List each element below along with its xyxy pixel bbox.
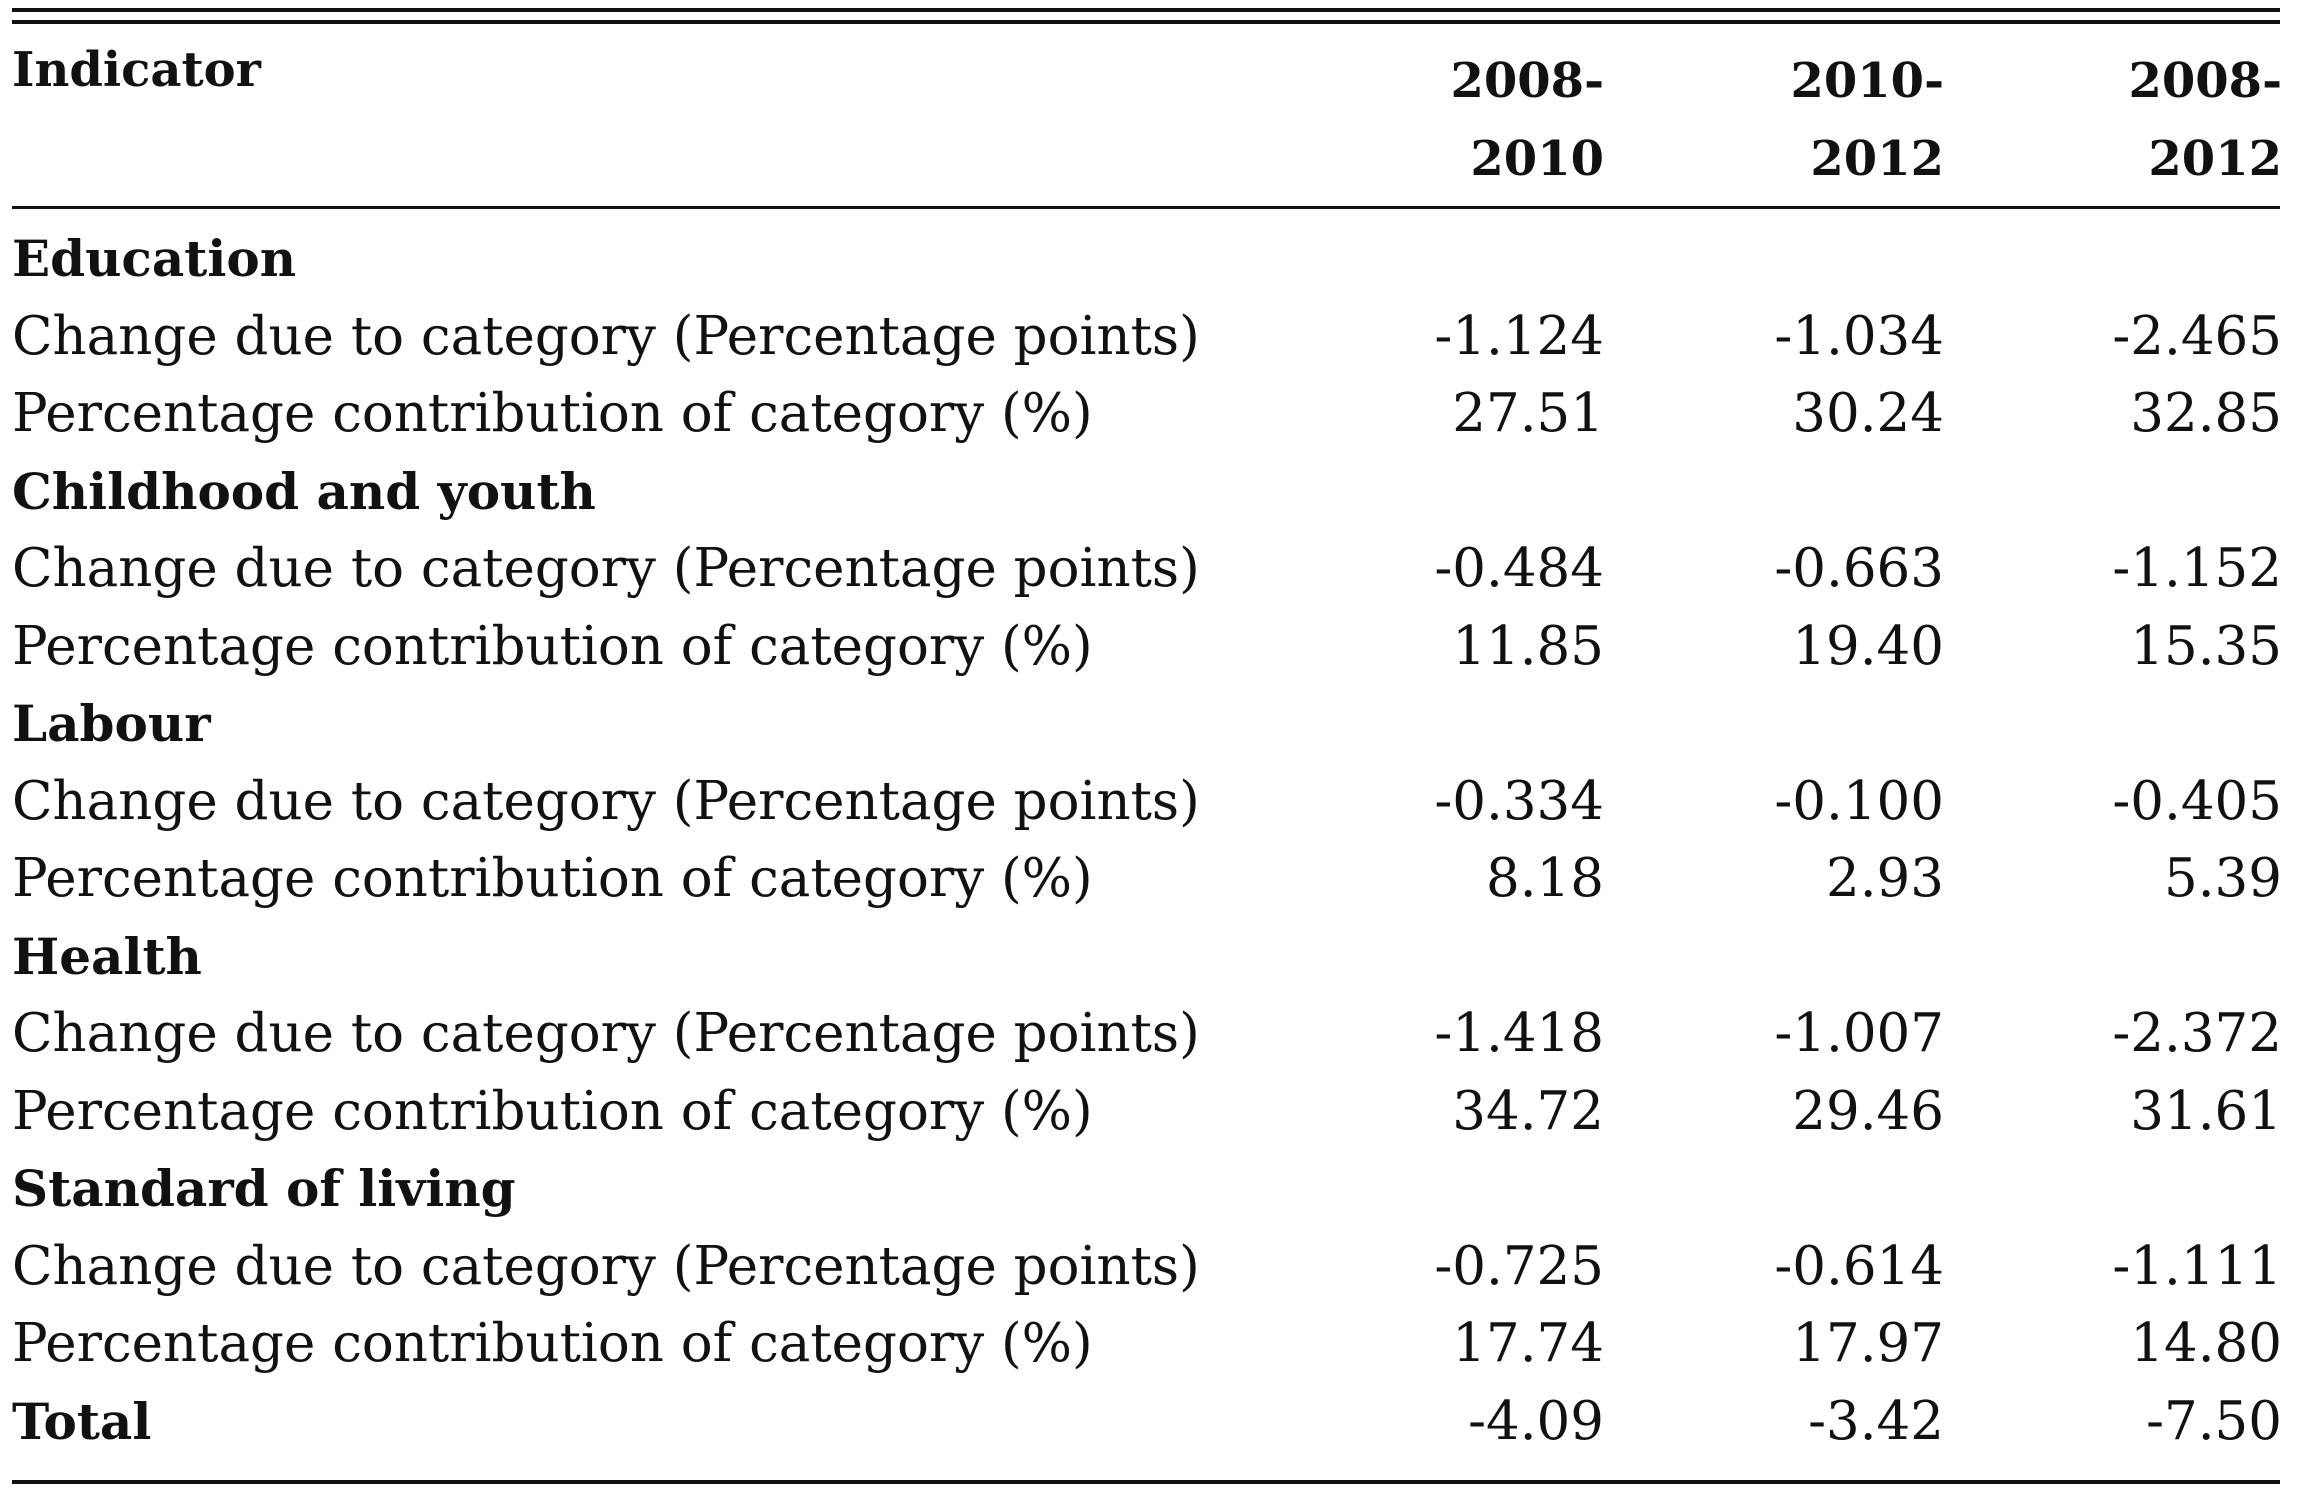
cell-value: 32.85 <box>2130 383 2282 444</box>
row-label: Change due to category (Percentage point… <box>12 1235 1200 1297</box>
top-rule-outer <box>12 8 2280 12</box>
header-col-2010-2012: 2010- 2012 <box>1644 42 1944 198</box>
cell-value: 17.74 <box>1452 1313 1604 1374</box>
table-row: Change due to category (Percentage point… <box>12 995 2282 1073</box>
row-label: Percentage contribution of category (%) <box>12 383 1093 444</box>
cell-value: -2.465 <box>2112 305 2282 367</box>
group-heading-label: Childhood and youth <box>12 461 596 521</box>
group-heading-label: Standard of living <box>12 1159 516 1218</box>
header-col-2008-2010: 2008- 2010 <box>1304 42 1604 198</box>
top-rule-inner <box>12 20 2280 24</box>
header-indicator: Indicator <box>12 42 261 98</box>
cell-value: -2.372 <box>2112 1003 2282 1064</box>
cell-value: -0.663 <box>1774 538 1944 599</box>
cell-value: -1.034 <box>1774 305 1944 367</box>
cell-value: 14.80 <box>2130 1313 2282 1374</box>
group-heading-education: Education <box>12 220 2280 298</box>
row-label: Percentage contribution of category (%) <box>12 848 1093 909</box>
cell-value: -0.725 <box>1434 1235 1604 1297</box>
cell-value: -1.152 <box>2112 538 2282 599</box>
bottom-rule <box>12 1480 2280 1484</box>
table-row: Change due to category (Percentage point… <box>12 1228 2282 1306</box>
group-heading-childhood-and-youth: Childhood and youth <box>12 453 2280 531</box>
cell-value: -0.614 <box>1774 1235 1944 1297</box>
cell-value: 15.35 <box>2130 615 2282 677</box>
header-col-line2: 2012 <box>2148 131 2282 187</box>
cell-value: -1.007 <box>1774 1003 1944 1064</box>
group-heading-label: Labour <box>12 694 211 753</box>
cell-value: 34.72 <box>1452 1080 1604 1142</box>
table-row: Change due to category (Percentage point… <box>12 763 2282 841</box>
header-col-line1: 2008- <box>1450 53 1604 109</box>
cell-value: 5.39 <box>2163 848 2282 909</box>
group-heading-label: Health <box>12 926 202 986</box>
header-col-2008-2012: 2008- 2012 <box>1982 42 2282 198</box>
table-row: Percentage contribution of category (%) … <box>12 375 2282 453</box>
group-heading-label: Education <box>12 229 297 288</box>
table-row: Change due to category (Percentage point… <box>12 530 2282 608</box>
cell-value: -1.418 <box>1434 1003 1604 1064</box>
table-row: Percentage contribution of category (%) … <box>12 608 2282 686</box>
row-label: Percentage contribution of category (%) <box>12 615 1093 677</box>
table-body: Education Change due to category (Percen… <box>12 220 2282 1461</box>
header-col-line2: 2012 <box>1810 131 1944 187</box>
row-label: Change due to category (Percentage point… <box>12 1003 1200 1064</box>
group-heading-labour: Labour <box>12 685 2280 763</box>
total-value: -3.42 <box>1808 1390 1944 1452</box>
total-label: Total <box>12 1391 152 1451</box>
table-header: Indicator 2008- 2010 2010- 2012 2008- 20… <box>12 40 2282 200</box>
row-label: Percentage contribution of category (%) <box>12 1080 1093 1142</box>
group-heading-standard-of-living: Standard of living <box>12 1150 2280 1228</box>
header-col-line1: 2010- <box>1790 53 1944 109</box>
header-rule <box>12 206 2280 209</box>
cell-value: -1.124 <box>1434 305 1604 367</box>
cell-value: -0.334 <box>1434 770 1604 832</box>
cell-value: -0.405 <box>2112 770 2282 832</box>
table-row: Percentage contribution of category (%) … <box>12 840 2282 918</box>
cell-value: -0.484 <box>1434 538 1604 599</box>
cell-value: 29.46 <box>1792 1080 1944 1142</box>
cell-value: -1.111 <box>2112 1235 2282 1297</box>
cell-value: 11.85 <box>1452 615 1604 677</box>
cell-value: 31.61 <box>2130 1080 2282 1142</box>
table-row: Change due to category (Percentage point… <box>12 298 2282 376</box>
total-value: -4.09 <box>1468 1390 1604 1452</box>
cell-value: 27.51 <box>1452 383 1604 444</box>
cell-value: 2.93 <box>1825 848 1944 909</box>
total-value: -7.50 <box>2146 1390 2282 1452</box>
header-col-line1: 2008- <box>2128 53 2282 109</box>
group-heading-health: Health <box>12 918 2280 996</box>
row-label: Change due to category (Percentage point… <box>12 770 1200 832</box>
cell-value: 30.24 <box>1792 383 1944 444</box>
header-col-line2: 2010 <box>1470 131 1604 187</box>
row-label: Percentage contribution of category (%) <box>12 1313 1093 1374</box>
cell-value: 8.18 <box>1485 848 1604 909</box>
cell-value: 19.40 <box>1792 615 1944 677</box>
total-row: Total -4.09 -3.42 -7.50 <box>12 1383 2282 1461</box>
row-label: Change due to category (Percentage point… <box>12 538 1200 599</box>
table-row: Percentage contribution of category (%) … <box>12 1305 2282 1383</box>
cell-value: -0.100 <box>1774 770 1944 832</box>
table-row: Percentage contribution of category (%) … <box>12 1073 2282 1151</box>
row-label: Change due to category (Percentage point… <box>12 305 1200 367</box>
cell-value: 17.97 <box>1792 1313 1944 1374</box>
